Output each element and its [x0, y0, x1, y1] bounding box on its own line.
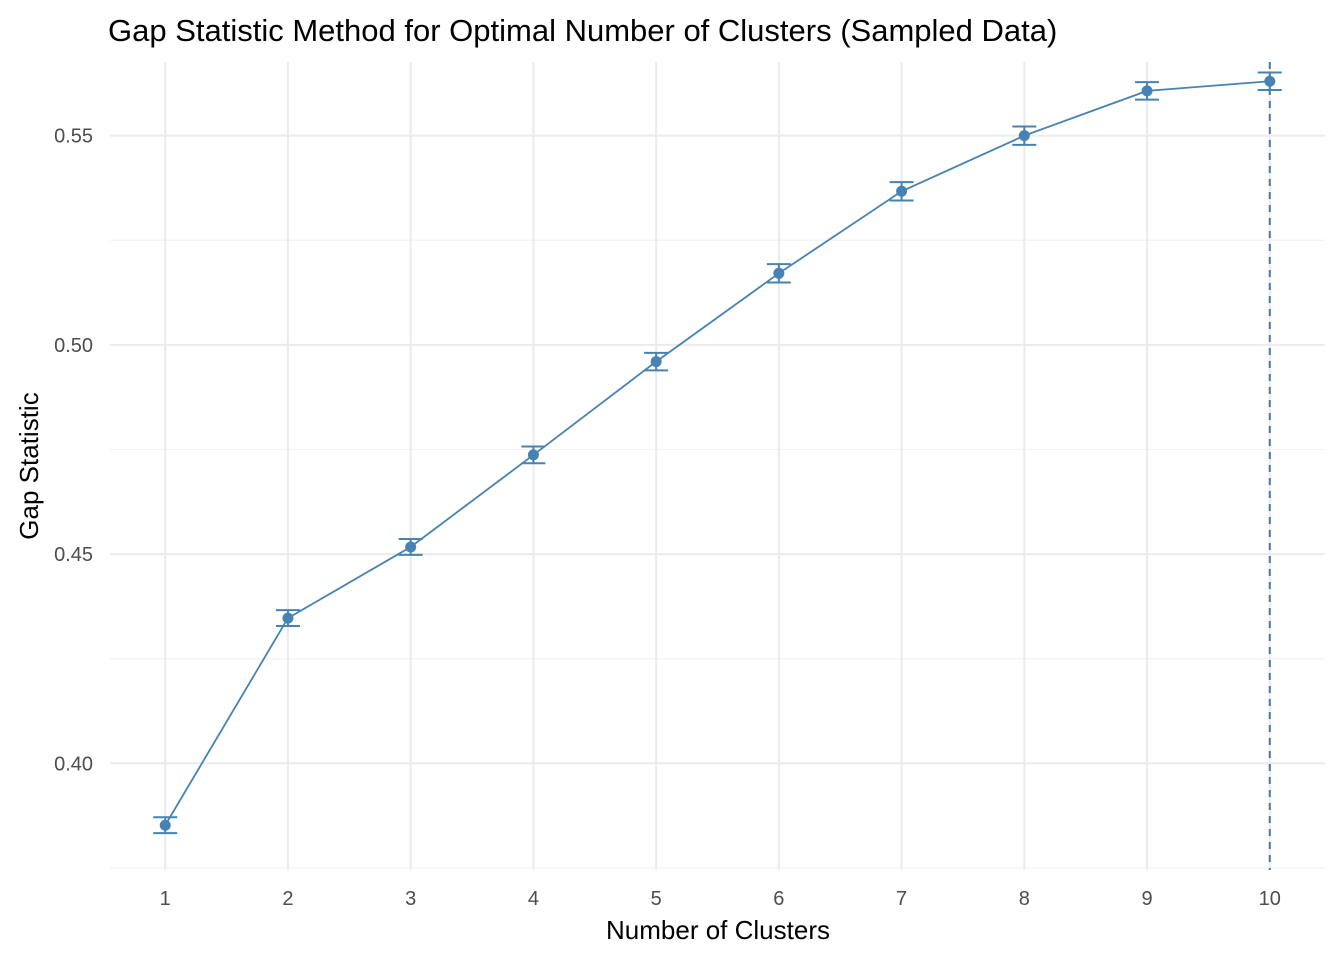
y-tick-label: 0.55	[54, 126, 93, 148]
data-point	[405, 541, 417, 553]
x-tick-label: 6	[773, 888, 784, 910]
series-layer	[153, 71, 1282, 835]
y-axis-ticks: 0.40 0.45 0.50 0.55	[54, 126, 93, 776]
data-point	[1018, 130, 1030, 142]
data-point	[1264, 75, 1276, 87]
y-tick-label: 0.45	[54, 544, 93, 566]
x-tick-label: 5	[651, 888, 662, 910]
data-point	[159, 819, 171, 831]
data-point	[527, 449, 539, 461]
x-tick-label: 3	[405, 888, 416, 910]
x-tick-label: 8	[1019, 888, 1030, 910]
chart-title: Gap Statistic Method for Optimal Number …	[108, 13, 1057, 48]
y-tick-label: 0.50	[54, 335, 93, 357]
data-point	[896, 185, 908, 197]
x-tick-label: 4	[528, 888, 539, 910]
x-axis-ticks: 1 2 3 4 5 6 7 8 9 10	[160, 888, 1281, 910]
data-point	[282, 612, 294, 624]
x-tick-label: 1	[160, 888, 171, 910]
data-point	[1141, 85, 1153, 97]
data-point	[650, 356, 662, 368]
grid	[110, 62, 1325, 870]
x-tick-label: 10	[1259, 888, 1281, 910]
x-tick-label: 7	[896, 888, 907, 910]
x-tick-label: 2	[282, 888, 293, 910]
y-axis-title: Gap Statistic	[14, 392, 44, 539]
x-tick-label: 9	[1141, 888, 1152, 910]
data-point	[773, 267, 785, 279]
x-axis-title: Number of Clusters	[606, 915, 830, 945]
series-line	[164, 80, 1270, 826]
y-tick-label: 0.40	[54, 753, 93, 775]
